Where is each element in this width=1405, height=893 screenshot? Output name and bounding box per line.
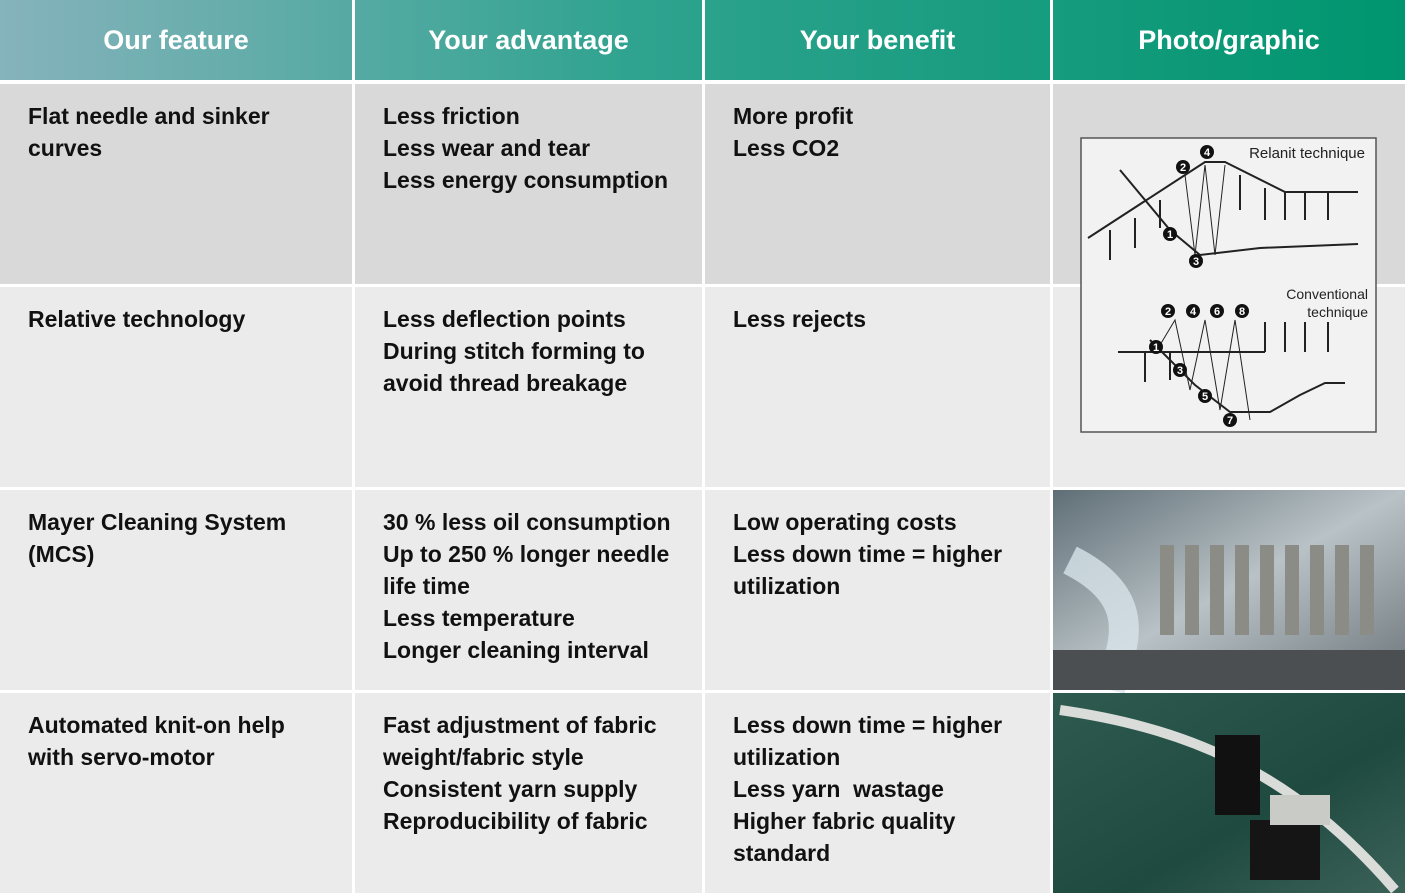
cell-line: Less rejects [733,303,1050,335]
cell-line: utilization [733,741,1050,773]
cell-line: More profit [733,100,1050,132]
cell-line: Less deflection points [383,303,702,335]
step-number: 3 [1193,256,1199,268]
cell-line: Less CO2 [733,132,1050,164]
cell-line: Flat needle and sinker [28,100,352,132]
cell-line: (MCS) [28,538,352,570]
cell-line: Less temperature [383,602,702,634]
cell-line: life time [383,570,702,602]
cell-line: Less friction [383,100,702,132]
cell-line: with servo-motor [28,741,352,773]
cell-line: 30 % less oil consumption [383,506,702,538]
step-number: 1 [1153,342,1159,354]
step-number: 6 [1214,306,1220,318]
step-number: 2 [1165,306,1171,318]
diagram-label: Relanit technique [1249,145,1365,162]
cell-line: Relative technology [28,303,352,335]
column-header: Your advantage [355,0,702,80]
cell-line: Fast adjustment of fabric [383,709,702,741]
cell-line: Up to 250 % longer needle [383,538,702,570]
cell-line: Longer cleaning interval [383,634,702,666]
table-cell: Less rejects [705,287,1050,335]
cell-line: Less yarn wastage [733,773,1050,805]
cell-line: Low operating costs [733,506,1050,538]
page: Relanit technique Conventional technique 1 2… [0,0,1405,893]
step-number: 3 [1177,365,1183,377]
cell-line: Less wear and tear [383,132,702,164]
column-header: Photo/graphic [1053,0,1405,80]
step-number: 4 [1190,306,1197,318]
cell-line: Less energy consumption [383,164,702,196]
table-cell: Mayer Cleaning System(MCS) [0,490,352,570]
cell-line: utilization [733,570,1050,602]
cell-line: During stitch forming to [383,335,702,367]
cell-line: avoid thread breakage [383,367,702,399]
cell-line: Automated knit-on help [28,709,352,741]
cell-line: curves [28,132,352,164]
diagram-frame [1081,138,1376,432]
cell-line: Less down time = higher [733,709,1050,741]
cell-line: standard [733,837,1050,869]
cell-line: Reproducibility of fabric [383,805,702,837]
column-header: Our feature [0,0,352,80]
diagram-label: technique [1307,304,1368,320]
cell-line: Consistent yarn supply [383,773,702,805]
cell-line: weight/fabric style [383,741,702,773]
step-number: 5 [1202,391,1208,403]
table-cell: Relative technology [0,287,352,335]
diagram-label: Conventional [1286,286,1368,302]
cell-line: Mayer Cleaning System [28,506,352,538]
step-number: 4 [1204,147,1211,159]
step-number: 1 [1167,229,1173,241]
step-number: 8 [1239,306,1245,318]
step-number: 7 [1227,415,1233,427]
cell-line: Less down time = higher [733,538,1050,570]
cell-line: Higher fabric quality [733,805,1050,837]
step-number: 2 [1180,162,1186,174]
column-header: Your benefit [705,0,1050,80]
